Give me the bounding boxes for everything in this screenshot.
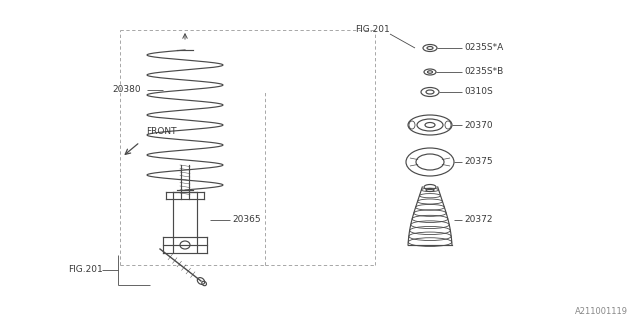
Text: 20372: 20372 <box>464 215 493 225</box>
Text: 0310S: 0310S <box>464 87 493 97</box>
Text: 0235S*B: 0235S*B <box>464 68 503 76</box>
Text: 20370: 20370 <box>464 121 493 130</box>
Text: FIG.201: FIG.201 <box>355 26 390 35</box>
Text: FIG.201: FIG.201 <box>68 266 103 275</box>
Text: FRONT: FRONT <box>146 127 177 137</box>
Text: 20380: 20380 <box>112 85 141 94</box>
Text: 20365: 20365 <box>232 215 260 225</box>
Text: A211001119: A211001119 <box>575 308 628 316</box>
Text: 0235S*A: 0235S*A <box>464 44 503 52</box>
Text: 20375: 20375 <box>464 157 493 166</box>
